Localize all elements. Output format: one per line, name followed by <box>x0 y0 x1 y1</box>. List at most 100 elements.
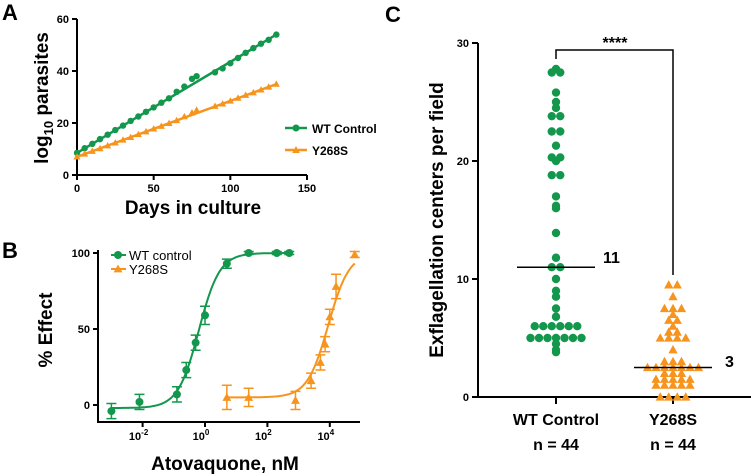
panel-c-data-point <box>564 322 573 331</box>
panel-a-data-point <box>135 113 142 120</box>
panel-c-data-point <box>676 374 687 383</box>
panel-b-legend-marker <box>114 251 122 259</box>
panel-a-data-point <box>173 88 180 96</box>
panel-a-data-point <box>119 122 127 129</box>
panel-b-data-point <box>244 392 254 401</box>
panel-b-data-point <box>182 366 191 375</box>
panel-a-data-point <box>227 60 234 67</box>
panel-a-data-point <box>180 112 188 120</box>
panel-c-data-point <box>685 374 695 383</box>
panel-c-ytick-label: 10 <box>457 274 469 286</box>
panel-c-data-point <box>560 333 569 343</box>
panel-a-data-point <box>88 147 96 154</box>
panel-c-data-point <box>556 153 565 162</box>
panel-b-legend-y268s: Y268S <box>129 262 168 277</box>
panel-c-data-point <box>668 291 678 301</box>
panel-a-data-point <box>188 108 196 116</box>
panel-a-data-point <box>250 44 257 52</box>
panel-c-data-point <box>664 280 674 289</box>
panel-c-data-point <box>668 303 678 313</box>
panel-b-ylabel: % Effect <box>36 292 57 368</box>
panel-a-ylabel: log10 parasites <box>32 32 56 164</box>
panel-c-n-y268s: n = 44 <box>650 437 696 454</box>
panel-c-data-point <box>651 380 661 389</box>
panel-b-data-point <box>222 259 231 268</box>
panel-c-data-point <box>668 356 678 366</box>
panel-b-data-point <box>331 281 341 290</box>
panel-c-data-point <box>556 111 565 121</box>
panel-a-data-point <box>173 116 181 124</box>
panel-c-data-point <box>668 309 678 318</box>
panel-c-data-point <box>568 333 578 343</box>
panel-c-data-point <box>676 380 687 389</box>
panel-a-data-point <box>257 86 265 93</box>
panel-c-data-point <box>551 292 561 301</box>
panel-c-data-point <box>664 392 674 401</box>
panel-a-legend-marker <box>292 124 300 132</box>
panel-a-legend-wt: WT Control <box>312 122 377 136</box>
panel-c-data-point <box>526 333 535 343</box>
panel-b-data-point <box>350 249 360 258</box>
panel-a-xtick-label: 150 <box>298 183 316 195</box>
panel-c-ytick-label: 20 <box>457 156 469 168</box>
panel-a-legend-y268s: Y268S <box>312 144 348 158</box>
panel-c-data-point <box>672 333 682 342</box>
panel-c-data-point <box>655 392 665 401</box>
panel-a-legend-marker <box>292 146 300 153</box>
panel-c-data-point <box>551 274 561 284</box>
panel-a-data-point <box>265 83 273 90</box>
panel-a-data-point <box>242 49 249 56</box>
panel-c-data-point <box>543 333 552 343</box>
panel-a-data-point <box>134 130 142 138</box>
panel-a-data-point <box>226 97 234 104</box>
panel-label-b: B <box>2 238 18 263</box>
panel-c-data-point <box>551 312 561 321</box>
panel-c-data-point <box>681 333 691 342</box>
panel-c-data-point <box>547 322 556 331</box>
panel-a-data-point <box>104 131 111 138</box>
panel-c-data-point <box>573 322 582 331</box>
panel-c-ylabel: Exflagellation centers per field <box>427 82 448 358</box>
panel-a-data-point <box>142 127 150 135</box>
panel-c-data-point <box>676 368 687 377</box>
panel-b-xtick-label: 104 <box>317 428 334 443</box>
panel-c-data-point <box>556 127 565 136</box>
panel-a-data-point <box>150 104 157 111</box>
panel-b-data-point <box>172 390 181 399</box>
panel-a-ytick-label: 0 <box>63 170 69 182</box>
panel-a-data-point <box>273 31 280 38</box>
panel-c-median-label-wt: 11 <box>603 250 620 267</box>
panel-c-data-point <box>551 253 561 262</box>
panel-b-data-point <box>222 392 232 401</box>
panel-c-data-point <box>659 380 670 389</box>
panel-c-data-point <box>551 141 561 150</box>
panel-c-data-point <box>685 380 695 389</box>
panel-c-axes <box>477 43 751 398</box>
panel-c-data-point <box>676 356 687 366</box>
panel-label-c: C <box>385 2 401 27</box>
panel-a-data-point <box>165 95 173 102</box>
panel-b-data-point <box>325 312 335 321</box>
panel-a-data-point <box>211 102 219 109</box>
panel-a-data-point <box>193 106 201 113</box>
panel-a-data-point <box>81 145 88 152</box>
panel-c-data-point <box>664 315 674 324</box>
panel-b-xlabel: Atovaquone, nM <box>151 454 299 475</box>
panel-b-ytick-label: 100 <box>72 248 90 260</box>
panel-a-data-point <box>73 153 81 160</box>
panel-a-data-point <box>219 65 226 72</box>
panel-c-data-point <box>551 228 561 238</box>
panel-a-data-point <box>96 144 104 152</box>
panel-a-xtick-label: 50 <box>148 183 160 195</box>
panel-c-data-point <box>551 103 561 113</box>
panel-c-data-point <box>556 68 565 77</box>
panel-c-data-point <box>681 392 691 401</box>
panel-a-xlabel: Days in culture <box>125 198 261 219</box>
panel-b-data-point <box>316 357 325 366</box>
panel-c-data-point <box>534 333 544 343</box>
panel-a-data-point <box>257 40 265 47</box>
panel-b-legend-wt: WT control <box>129 248 192 263</box>
panel-a-data-point <box>111 139 119 146</box>
panel-b-xtick-label: 10-2 <box>129 428 149 443</box>
